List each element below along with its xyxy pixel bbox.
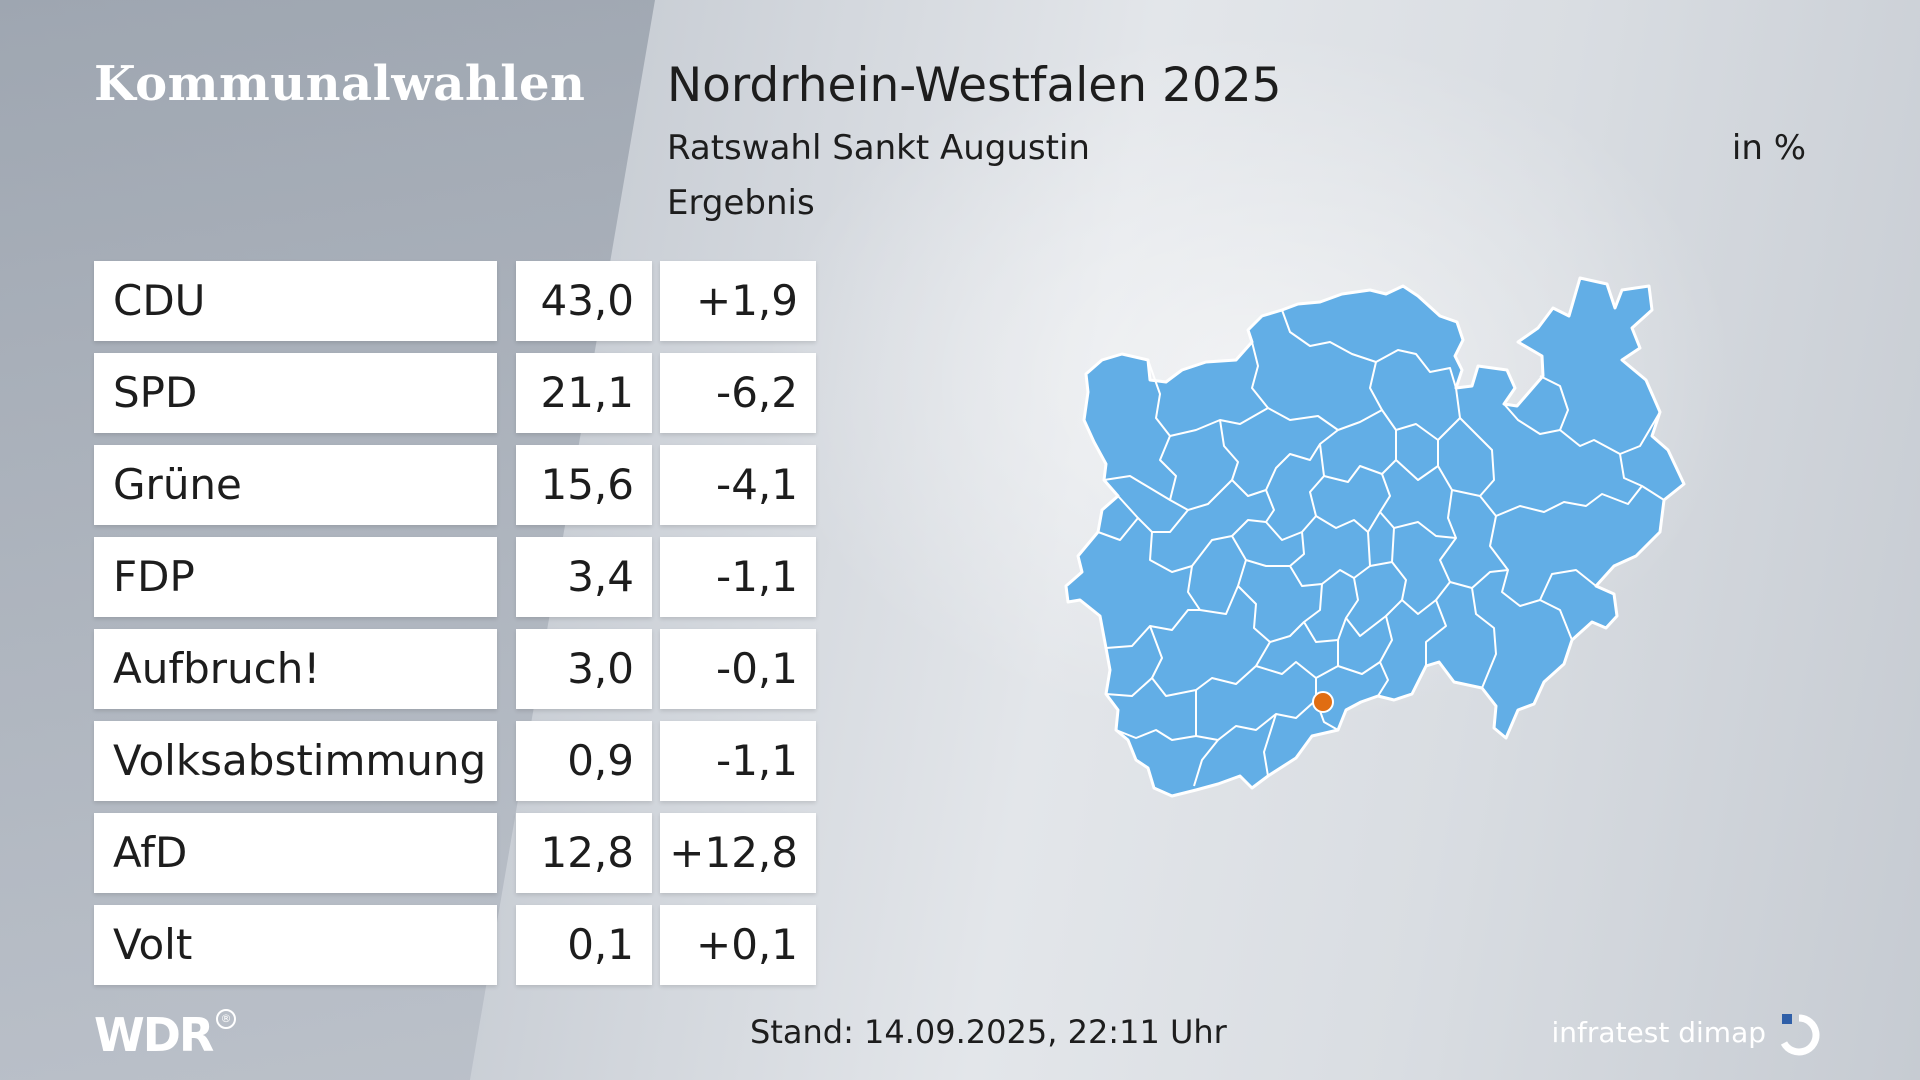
- party-name: SPD: [94, 353, 497, 433]
- chart-subtitle: Ratswahl Sankt Augustin: [667, 128, 1090, 168]
- party-difference: +1,9: [660, 261, 816, 341]
- party-result: 15,6: [516, 445, 652, 525]
- party-difference: -0,1: [660, 629, 816, 709]
- chart-title: Nordrhein-Westfalen 2025: [667, 58, 1282, 113]
- party-difference: -4,1: [660, 445, 816, 525]
- party-name: Volt: [94, 905, 497, 985]
- infratest-logo-icon: [1780, 1014, 1820, 1056]
- nrw-outline: [1064, 276, 1686, 798]
- party-name: Aufbruch!: [94, 629, 497, 709]
- party-name: FDP: [94, 537, 497, 617]
- party-name: Grüne: [94, 445, 497, 525]
- party-difference: +0,1: [660, 905, 816, 985]
- party-name: CDU: [94, 261, 497, 341]
- pollster-name: infratest dimap: [1551, 1016, 1766, 1049]
- party-result: 0,9: [516, 721, 652, 801]
- wdr-logo: WDR: [94, 1008, 214, 1062]
- party-result: 12,8: [516, 813, 652, 893]
- party-result: 0,1: [516, 905, 652, 985]
- nrw-map: [1064, 276, 1686, 798]
- party-result: 21,1: [516, 353, 652, 433]
- party-result: 3,0: [516, 629, 652, 709]
- party-difference: +12,8: [660, 813, 816, 893]
- brand-title: Kommunalwahlen: [94, 56, 586, 112]
- party-name: Volksabstimmung: [94, 721, 497, 801]
- party-result: 3,4: [516, 537, 652, 617]
- nrw-map-shape: [1064, 276, 1686, 798]
- party-difference: -1,1: [660, 537, 816, 617]
- timestamp: Stand: 14.09.2025, 22:11 Uhr: [750, 1013, 1227, 1051]
- unit-label: in %: [1731, 128, 1806, 168]
- district-borders: [1097, 309, 1665, 787]
- location-marker: [1312, 691, 1334, 713]
- registered-mark: ®: [216, 1009, 236, 1029]
- party-result: 43,0: [516, 261, 652, 341]
- party-difference: -1,1: [660, 721, 816, 801]
- section-label: Ergebnis: [667, 183, 815, 223]
- party-difference: -6,2: [660, 353, 816, 433]
- party-name: AfD: [94, 813, 497, 893]
